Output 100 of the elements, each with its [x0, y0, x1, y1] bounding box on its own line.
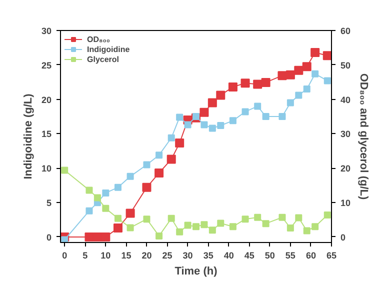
point	[102, 189, 110, 196]
x-tick-label: 45	[244, 250, 254, 260]
y-tick-label: 30	[41, 26, 52, 36]
y2-tick-label: 20	[340, 164, 351, 174]
point	[101, 232, 110, 242]
point	[295, 92, 302, 99]
point	[295, 214, 302, 222]
point	[168, 134, 175, 142]
point	[242, 216, 249, 223]
y2-axis-title: OD₈₀₀ and glycerol (g/L)	[358, 73, 370, 200]
point	[86, 186, 93, 194]
y-tick-label: 25	[41, 60, 52, 70]
y-tick-label: 0	[46, 232, 52, 242]
x-tick-label: 5	[82, 250, 88, 260]
point	[200, 221, 208, 228]
point	[166, 154, 176, 164]
point	[126, 172, 134, 180]
point	[184, 121, 192, 128]
point	[61, 166, 68, 174]
point	[303, 227, 310, 234]
y-tick-label: 15	[41, 129, 52, 140]
y2-tick-label: 30	[340, 129, 351, 140]
point	[278, 113, 286, 120]
point	[143, 216, 150, 223]
point	[217, 122, 224, 129]
point	[286, 70, 295, 80]
point	[102, 204, 110, 212]
x-tick-label: 20	[142, 250, 152, 260]
point	[262, 113, 270, 120]
point	[94, 194, 101, 202]
x-tick-label: 10	[100, 250, 111, 260]
point	[253, 80, 262, 89]
point	[286, 224, 294, 232]
point	[278, 71, 287, 80]
x-tick-label: 65	[326, 250, 337, 260]
x-tick-label: 25	[162, 250, 172, 260]
point	[143, 161, 150, 168]
x-tick-label: 50	[264, 250, 275, 260]
point	[302, 62, 312, 72]
legend-label: Indigoidine	[87, 44, 130, 54]
point	[84, 232, 94, 242]
point	[286, 99, 294, 106]
point	[200, 108, 209, 117]
legend-label: Glycerol	[87, 54, 120, 64]
point	[192, 223, 200, 230]
point	[228, 82, 238, 92]
point	[310, 48, 320, 58]
point	[261, 78, 270, 87]
point	[254, 102, 262, 110]
point	[176, 114, 184, 121]
x-tick-label: 15	[121, 250, 132, 260]
point	[312, 70, 319, 78]
x-axis-title: Time (h)	[174, 266, 218, 278]
point	[156, 232, 163, 240]
y2-tick-label: 60	[340, 26, 351, 36]
point	[324, 211, 331, 218]
y-axis-title: Indigoidine (g/L)	[22, 93, 34, 180]
point	[176, 228, 184, 236]
point	[92, 232, 102, 242]
x-tick-label: 55	[285, 250, 296, 260]
point	[208, 226, 216, 234]
point	[175, 138, 184, 148]
point	[216, 90, 226, 100]
y2-tick-label: 50	[340, 60, 351, 70]
point	[324, 77, 331, 84]
legend-label: OD₈₀₀	[87, 34, 110, 44]
x-tick-label: 60	[306, 250, 316, 260]
point	[156, 152, 163, 159]
point	[184, 222, 192, 229]
point	[322, 51, 332, 60]
point	[86, 207, 93, 214]
point	[312, 223, 319, 230]
x-tick-label: 0	[62, 250, 68, 260]
point	[208, 98, 217, 108]
x-tick-label: 40	[224, 250, 234, 260]
point	[114, 214, 122, 222]
point	[168, 214, 175, 222]
point	[126, 224, 134, 232]
y2-tick-label: 40	[340, 94, 351, 105]
point	[242, 108, 249, 116]
point	[229, 117, 236, 124]
y-tick-label: 20	[41, 94, 52, 105]
point	[113, 224, 122, 233]
point	[229, 223, 236, 230]
point	[208, 124, 216, 132]
point	[142, 182, 152, 192]
point	[303, 86, 310, 93]
point	[254, 214, 262, 221]
point	[61, 236, 68, 242]
point	[114, 184, 122, 191]
point	[294, 66, 304, 75]
x-tick-label: 30	[182, 250, 193, 260]
y2-tick-label: 0	[340, 232, 346, 242]
x-tick-label: 35	[203, 250, 214, 260]
y-tick-label: 10	[41, 164, 52, 174]
point	[278, 214, 286, 221]
point	[262, 220, 270, 228]
point	[154, 168, 164, 178]
y2-tick-label: 10	[340, 198, 351, 208]
point	[200, 121, 208, 128]
